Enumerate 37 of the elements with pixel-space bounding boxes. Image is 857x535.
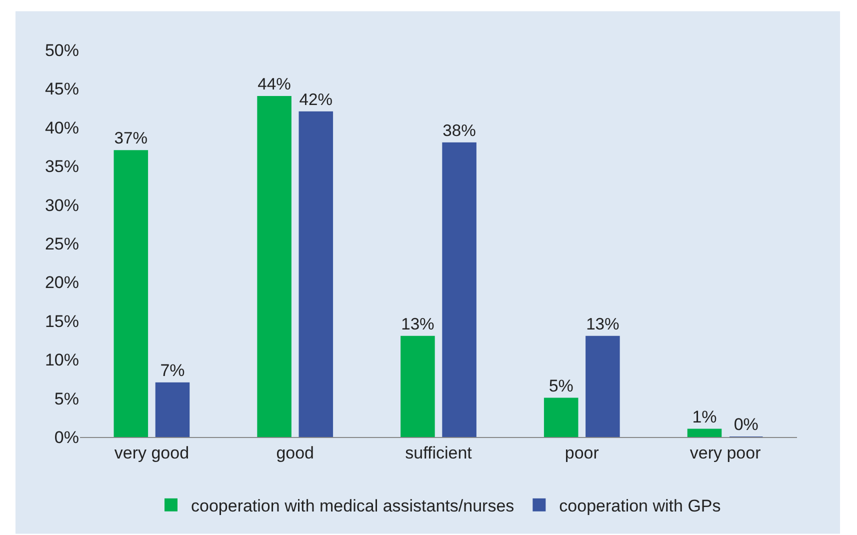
y-tick-label: 15% [44,312,79,331]
data-label: 38% [442,120,476,140]
bar [114,150,148,437]
x-tick-label: good [276,443,314,462]
x-tick-label: very poor [690,443,762,462]
y-tick-label: 0% [54,428,79,447]
legend-label: cooperation with GPs [559,496,721,516]
legend-label: cooperation with medical assistants/nurses [191,496,514,516]
data-label: 13% [401,314,435,334]
data-label: 44% [258,74,292,94]
data-label: 5% [548,376,574,396]
x-tick-label: poor [564,443,600,462]
data-label: 42% [299,90,333,110]
bar [298,111,334,437]
y-tick-label: 30% [44,196,79,215]
data-label: 13% [586,314,620,334]
bar [400,336,435,437]
data-label: 0% [734,415,758,434]
bar [257,96,292,437]
y-tick-label: 45% [44,80,79,99]
x-tick-label: very good [114,443,190,462]
x-tick-label: sufficient [405,443,472,462]
y-tick-label: 35% [44,157,79,176]
bar [687,428,722,437]
y-tick-label: 5% [54,389,79,408]
bar [442,142,476,437]
y-tick-label: 50% [44,40,79,60]
data-label: 7% [160,360,185,380]
data-label: 1% [692,407,717,426]
bar [155,382,190,437]
bar [586,336,620,437]
data-label: 37% [114,128,148,148]
y-tick-label: 20% [44,273,79,292]
y-tick-label: 10% [44,350,79,370]
bar [544,398,578,437]
y-tick-label: 25% [44,234,79,254]
y-tick-label: 40% [44,118,79,138]
